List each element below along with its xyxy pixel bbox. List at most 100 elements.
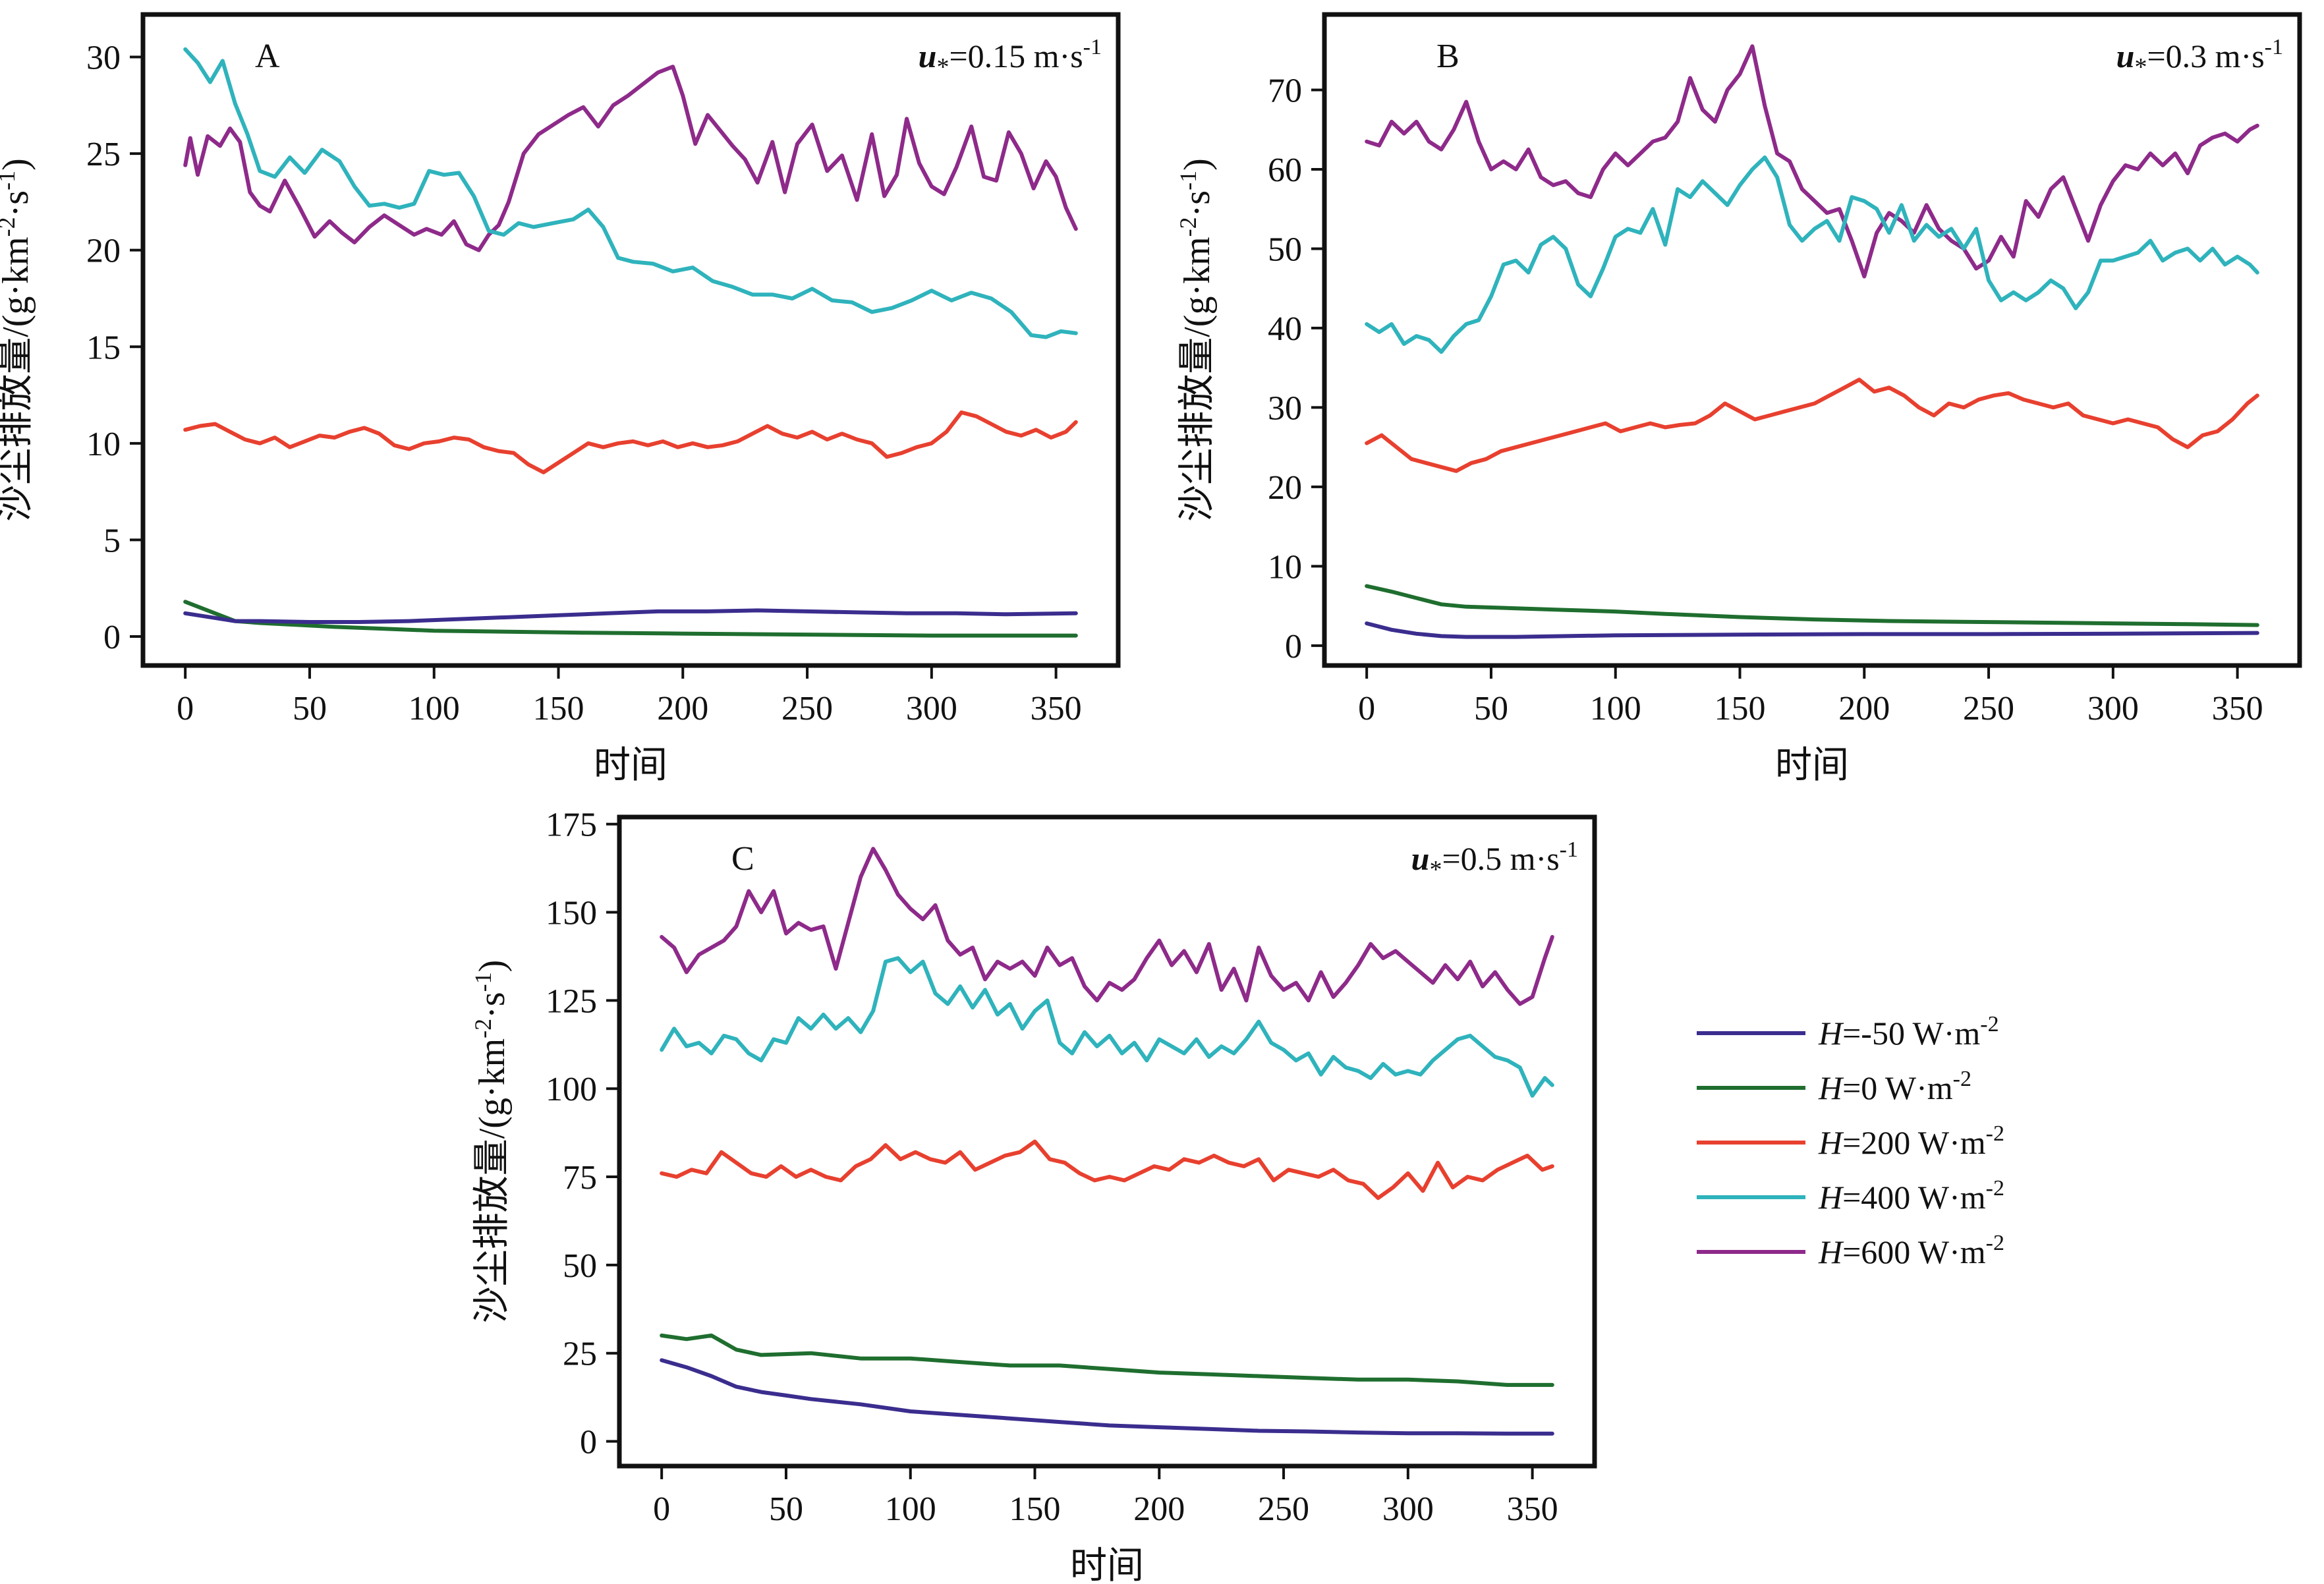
legend-sup: -2: [1986, 1176, 2004, 1201]
x-axis-title: 时间: [594, 745, 667, 786]
legend-symbol: H: [1818, 1179, 1844, 1216]
ustar-subscript: *: [1429, 856, 1442, 884]
y-axis-title-end: ): [472, 960, 513, 973]
series-line-Hneg50: [660, 1358, 1554, 1436]
legend-sup: -2: [1953, 1067, 1971, 1091]
x-axis-title: 时间: [1070, 1546, 1144, 1584]
x-tick-label: 50: [1474, 690, 1508, 727]
y-tick-label: 10: [86, 426, 121, 463]
series-line-H600: [1365, 44, 2259, 279]
x-axis-title: 时间: [1775, 745, 1849, 786]
legend-symbol: H: [1818, 1233, 1844, 1270]
y-tick-label: 20: [1268, 469, 1302, 507]
legend: H=-50 W·m-2H=0 W·m-2H=200 W·m-2H=400 W·m…: [1697, 1012, 2004, 1270]
y-tick-label: 25: [563, 1336, 597, 1373]
x-tick-label: 350: [1507, 1490, 1558, 1528]
y-axis-title-mid: ·s: [0, 190, 36, 217]
y-tick-label: 30: [86, 39, 121, 76]
legend-label: H=-50 W·m-2: [1818, 1012, 1999, 1052]
series-line-H200: [660, 1139, 1554, 1201]
series-line-H600: [183, 65, 1078, 252]
y-tick-label: 100: [546, 1071, 597, 1108]
x-tick-label: 50: [769, 1490, 803, 1528]
x-tick-label: 200: [1838, 690, 1890, 727]
y-tick-label: 10: [1268, 548, 1302, 586]
x-tick-label: 100: [409, 690, 460, 727]
legend-text: =400 W·m: [1842, 1179, 1986, 1216]
plot-frame: [1322, 12, 2302, 668]
ustar-symbol: u: [2116, 38, 2135, 74]
legend-symbol: H: [1818, 1015, 1844, 1052]
x-tick-label: 200: [657, 690, 708, 727]
y-tick-label: 25: [86, 136, 121, 173]
series-line-H200: [1365, 378, 2259, 473]
ustar-sup: -1: [1560, 837, 1578, 862]
x-tick-label: 0: [177, 690, 194, 727]
x-tick-label: 50: [293, 690, 327, 727]
legend-sup: -2: [1986, 1231, 2004, 1255]
legend-item: H=-50 W·m-2: [1697, 1012, 1999, 1052]
ustar-symbol: u: [919, 38, 937, 74]
x-tick-label: 100: [1590, 690, 1641, 727]
y-axis-title-sup: -2: [1175, 217, 1201, 237]
y-axis-title-sup: -1: [1175, 171, 1201, 190]
panel-letter: B: [1436, 38, 1460, 75]
ustar-subscript: *: [2134, 53, 2147, 81]
ustar-value: =0.3 m·s: [2147, 38, 2264, 74]
x-tick-label: 300: [906, 690, 957, 727]
legend-symbol: H: [1818, 1069, 1844, 1106]
legend-item: H=600 W·m-2: [1697, 1231, 2004, 1270]
x-tick-label: 150: [1715, 690, 1766, 727]
legend-text: =600 W·m: [1842, 1233, 1986, 1270]
legend-item: H=200 W·m-2: [1697, 1121, 2004, 1161]
y-tick-label: 75: [563, 1159, 597, 1197]
y-axis-title-main: 沙尘排放量/(g·km: [0, 237, 36, 521]
ustar-symbol: u: [1411, 840, 1430, 877]
y-axis-title-sup: -2: [0, 217, 20, 237]
y-axis-title-main: 沙尘排放量/(g·km: [472, 1038, 513, 1323]
y-tick-label: 0: [103, 619, 121, 656]
legend-text: =0 W·m: [1842, 1069, 1953, 1106]
y-tick-label: 70: [1268, 72, 1302, 109]
panel-letter: C: [731, 840, 754, 878]
y-axis-title-sup: -1: [470, 972, 496, 992]
x-tick-label: 250: [1258, 1490, 1309, 1528]
x-tick-label: 350: [2212, 690, 2263, 727]
legend-label: H=200 W·m-2: [1818, 1121, 2004, 1161]
panel-letter: A: [255, 38, 280, 75]
y-tick-label: 30: [1268, 389, 1302, 427]
series-line-H0: [1365, 584, 2259, 627]
x-tick-label: 250: [1963, 690, 2014, 727]
series-line-H400: [660, 956, 1554, 1098]
x-tick-label: 200: [1133, 1490, 1185, 1528]
ustar-sup: -1: [1083, 35, 1102, 59]
x-tick-label: 150: [533, 690, 584, 727]
legend-label: H=0 W·m-2: [1818, 1067, 1971, 1106]
series-line-H600: [660, 847, 1554, 1006]
legend-text: =200 W·m: [1842, 1124, 1986, 1161]
y-axis-title-main: 沙尘排放量/(g·km: [1177, 237, 1218, 521]
y-axis-title-end: ): [1177, 158, 1218, 171]
legend-item: H=0 W·m-2: [1697, 1067, 1971, 1106]
y-tick-label: 15: [86, 329, 121, 366]
x-tick-label: 300: [2087, 690, 2139, 727]
y-tick-label: 60: [1268, 152, 1302, 189]
friction-velocity-label: u*=0.3 m·s-1: [2116, 35, 2283, 81]
x-tick-label: 0: [653, 1490, 670, 1528]
x-tick-label: 0: [1358, 690, 1375, 727]
legend-sup: -2: [1980, 1012, 1998, 1036]
series-line-H200: [183, 410, 1078, 474]
y-tick-label: 175: [546, 806, 597, 844]
y-axis-title-sup: -2: [470, 1019, 496, 1038]
ustar-sup: -1: [2265, 35, 2283, 59]
series-line-H400: [183, 47, 1078, 339]
series-line-H400: [1365, 155, 2259, 354]
y-tick-label: 5: [103, 522, 121, 559]
y-tick-label: 50: [1268, 231, 1302, 268]
panel-a: 0 50 100 150 200 250 300 350 0 5 10 15 20 25 30 时间 沙尘排放量…: [0, 12, 1121, 786]
ustar-subscript: *: [936, 53, 949, 81]
plot-frame: [617, 814, 1597, 1469]
friction-velocity-label: u*=0.5 m·s-1: [1411, 837, 1578, 884]
x-tick-label: 250: [781, 690, 833, 727]
